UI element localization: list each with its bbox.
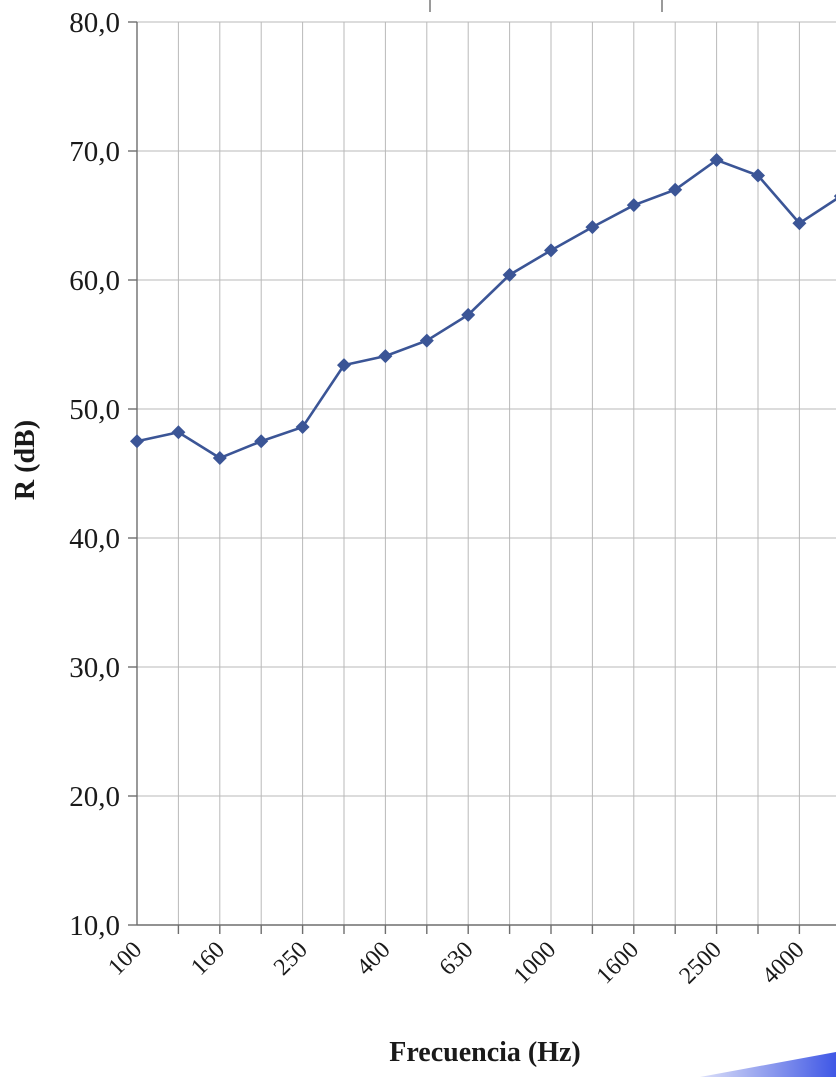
grid	[137, 21, 836, 925]
x-tick-label: 1000	[509, 937, 561, 989]
y-tick-label: 60,0	[69, 265, 120, 297]
data-point	[254, 434, 269, 449]
y-tick-label: 30,0	[69, 652, 120, 684]
y-tick-label: 10,0	[69, 910, 120, 942]
data-point	[461, 307, 476, 322]
data-point	[212, 451, 227, 466]
y-axis-title: R (dB)	[10, 420, 41, 500]
data-point	[709, 153, 724, 168]
data-point	[337, 358, 351, 373]
y-tick-label: 80,0	[69, 7, 120, 39]
x-tick-label: 160	[186, 937, 230, 981]
y-tick-label: 40,0	[69, 523, 120, 555]
data-point	[544, 243, 558, 258]
x-axis-title: Frecuencia (Hz)	[389, 1037, 581, 1068]
data-point	[833, 193, 836, 199]
series-line	[136, 158, 836, 460]
data-point	[792, 216, 807, 231]
y-tick-label: 50,0	[69, 394, 120, 426]
series	[130, 153, 836, 466]
x-tick-label: 100	[103, 937, 147, 981]
x-tick-label: 1600	[592, 937, 644, 989]
data-point	[751, 168, 765, 183]
data-point	[378, 349, 393, 364]
x-tick-label: 400	[352, 937, 396, 981]
data-point	[419, 333, 434, 348]
data-point	[171, 425, 186, 440]
data-point	[626, 198, 641, 213]
data-point	[668, 182, 683, 197]
data-point	[130, 434, 144, 449]
data-point	[585, 220, 600, 235]
data-point	[502, 267, 517, 282]
x-tick-labels: 100 160 250 400 630 1000 1600 2500 4000	[103, 937, 809, 989]
y-tick-label: 20,0	[69, 781, 120, 813]
y-tick-labels: 10,0 20,0 30,0 40,0 50,0 60,0 70,0 80,0	[69, 7, 120, 942]
x-tick-label: 2500	[675, 937, 727, 989]
data-point	[295, 420, 310, 435]
y-tick-label: 70,0	[69, 136, 120, 168]
x-tick-label: 250	[269, 937, 313, 981]
axes	[128, 0, 836, 934]
decorative-swoosh	[700, 1052, 836, 1077]
x-tick-label: 4000	[757, 937, 809, 989]
x-tick-label: 630	[435, 937, 479, 981]
